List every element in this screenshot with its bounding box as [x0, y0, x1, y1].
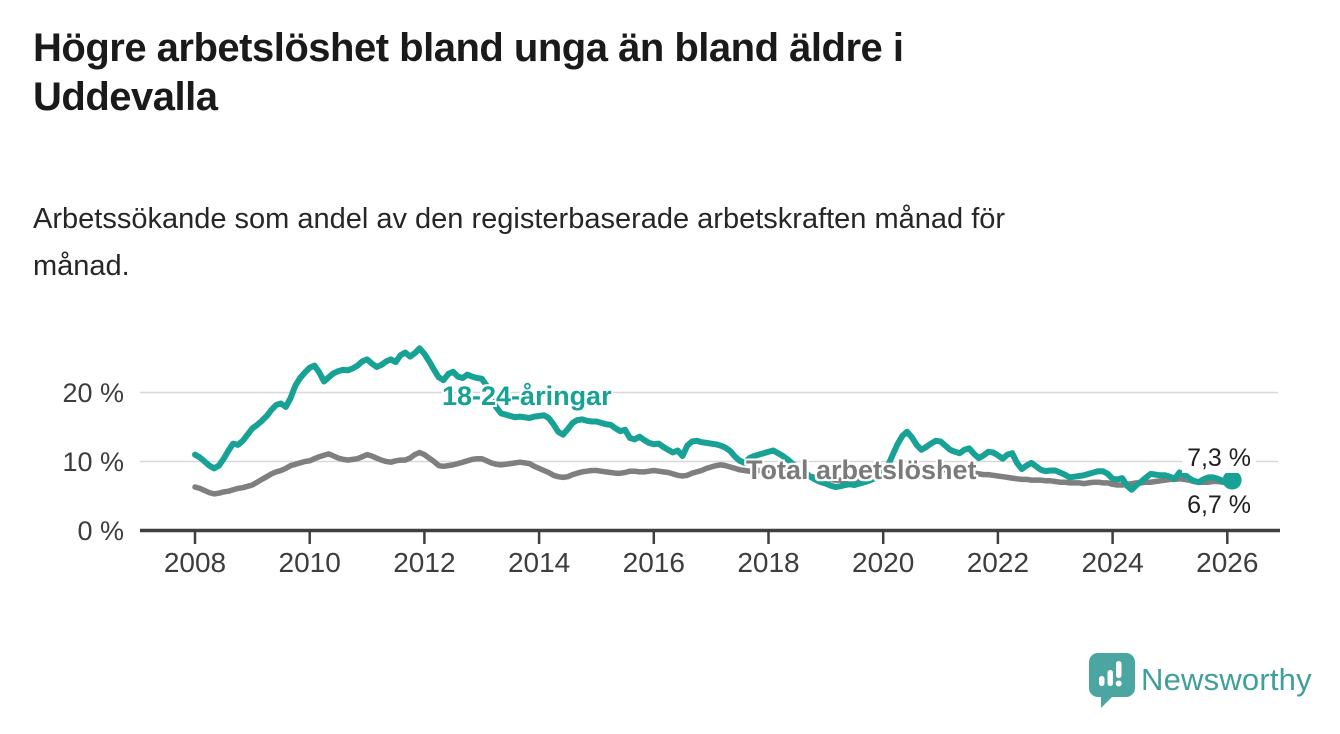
- newsworthy-logo-icon: [1089, 653, 1135, 708]
- page-title-line-2: Uddevalla: [33, 75, 218, 119]
- chart-subtitle: Arbetssökande som andel av den registerb…: [33, 196, 1253, 290]
- x-tick-label: 2012: [393, 547, 456, 578]
- end-value-label-young: 7,3 %: [1182, 444, 1256, 473]
- end-value-label-total: 6,7 %: [1182, 491, 1256, 520]
- y-tick-label: 0 %: [77, 515, 124, 546]
- x-tick-label: 2022: [966, 547, 1030, 578]
- y-tick-label: 20 %: [62, 377, 124, 408]
- x-tick-label: 2008: [163, 547, 227, 578]
- page-title-line-1: Högre arbetslöshet bland unga än bland ä…: [33, 26, 904, 70]
- chart-subtitle-line-2: månad.: [33, 250, 130, 282]
- x-tick-label: 2024: [1081, 547, 1144, 578]
- x-tick-label: 2016: [622, 547, 685, 578]
- logo-bar-2: [1107, 670, 1113, 686]
- series-label-young: 18-24-åringar: [442, 381, 612, 411]
- x-tick-label: 2014: [507, 547, 571, 578]
- logo-bar-1: [1099, 676, 1105, 686]
- logo-exclamation-bar: [1116, 661, 1122, 678]
- x-tick-label: 2026: [1196, 547, 1259, 578]
- series-label-total: Total arbetslöshet: [746, 455, 977, 485]
- newsworthy-logo-text: Newsworthy: [1141, 662, 1312, 697]
- page-title: Högre arbetslöshet bland unga än bland ä…: [33, 24, 1233, 122]
- x-tick-label: 2018: [737, 547, 800, 578]
- chart-subtitle-line-1: Arbetssökande som andel av den registerb…: [33, 203, 1006, 235]
- x-tick-label: 2020: [852, 547, 915, 578]
- x-tick-label: 2010: [278, 547, 341, 578]
- logo-exclamation-dot: [1115, 680, 1122, 687]
- y-tick-label: 10 %: [62, 446, 124, 477]
